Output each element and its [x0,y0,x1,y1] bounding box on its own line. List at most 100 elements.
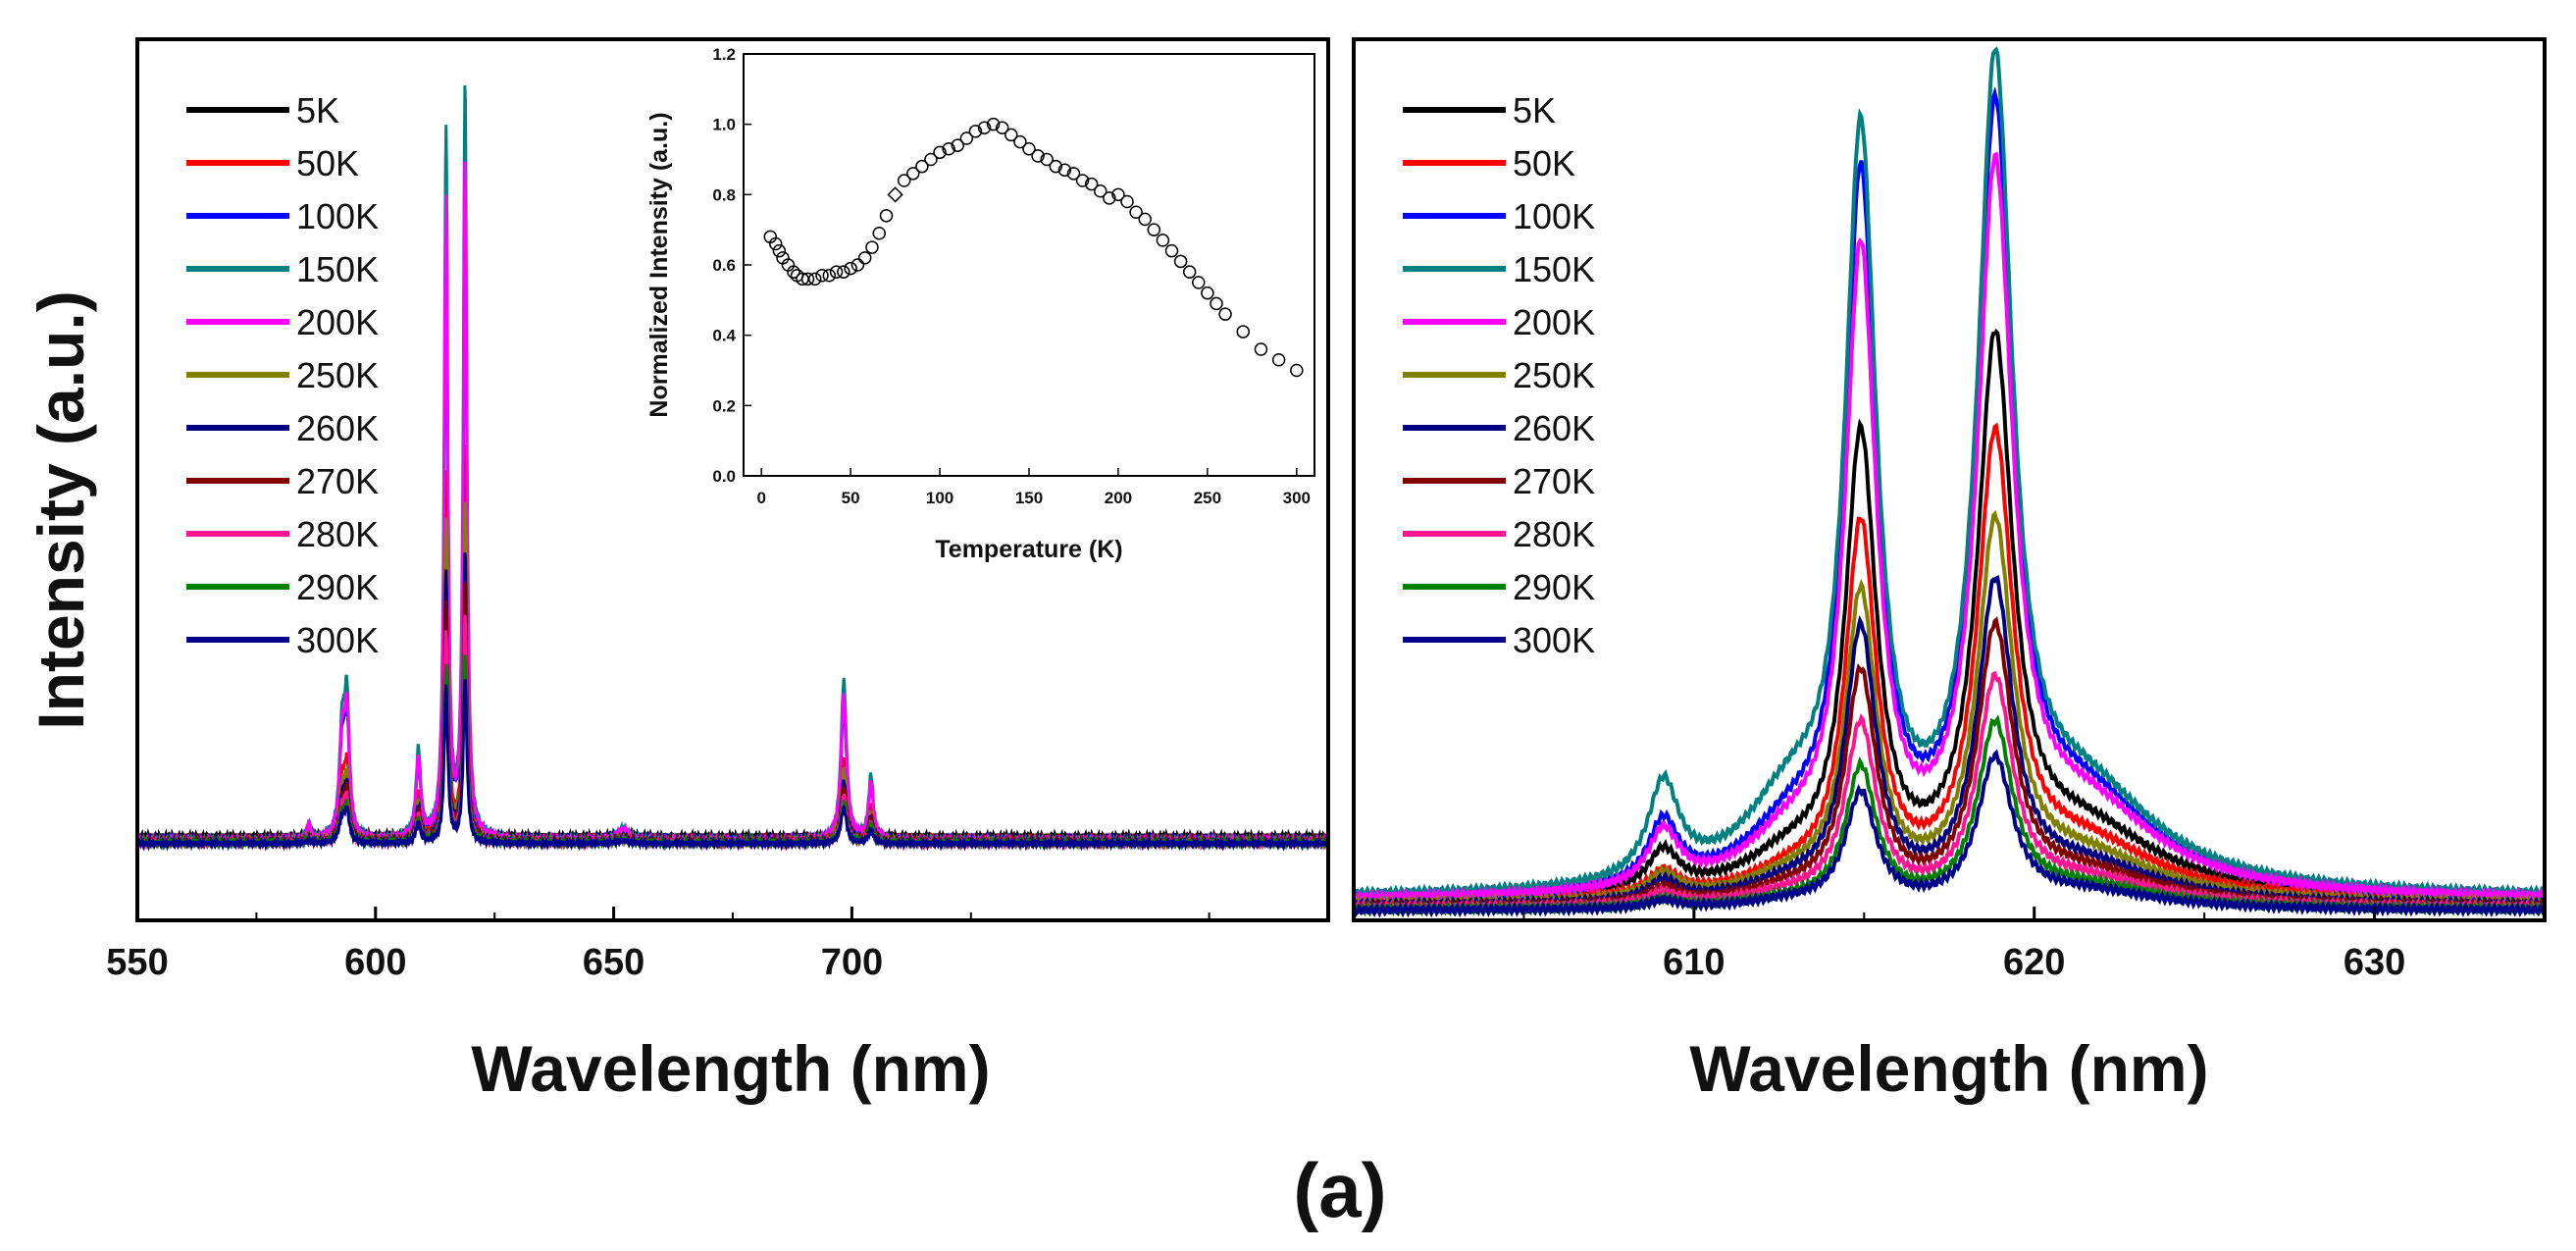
inset-data-point [1147,223,1161,236]
inset-x-tick-label: 100 [926,489,953,507]
right-x-tick-label: 610 [1663,942,1725,983]
legend-label-300K: 300K [296,620,379,660]
inset-x-tick-label: 200 [1105,489,1132,507]
legend-label-5K: 5K [1513,90,1556,130]
inset-data-point [1075,174,1090,187]
legend-label-50K: 50K [1513,143,1575,183]
inset-x-axis-label: Temperature (K) [935,536,1122,563]
y-axis-label: Intensity (a.u.) [25,290,97,729]
inset-data-point [800,272,815,287]
inset-data-point [897,174,911,187]
legend-label-280K: 280K [1513,514,1595,554]
inset-data-point [844,261,857,276]
legend-label-270K: 270K [1513,461,1595,501]
legend-label-100K: 100K [1513,196,1595,236]
left-series-line-300K [135,678,1330,852]
inset-data-point [1236,325,1250,339]
inset-x-tick-label: 250 [1194,489,1221,507]
legend-label-270K: 270K [296,461,379,501]
right-ticks: 610 620 630 [1352,907,2405,983]
right-plot-frame [1352,37,2547,922]
inset-data-point [808,272,822,287]
inset-background [744,54,1314,476]
inset-y-tick-label: 1.2 [712,45,736,64]
inset-data-point [1005,128,1018,142]
right-x-tick-label: 620 [2003,942,2065,983]
inset-data-point [822,269,837,283]
inset-data-point [1120,194,1134,209]
inset-data-point [924,152,938,167]
inset-data-point [1022,142,1036,156]
inset-data-point [1210,296,1223,311]
legend-label-150K: 150K [296,249,379,289]
inset-points [763,117,1304,378]
left-x-tick-label: 650 [583,942,644,983]
legend-label-280K: 280K [296,514,379,554]
inset-data-point [1218,307,1232,321]
inset-data-point [959,131,974,145]
left-legend: 5K 50K 100K 150K 200K 250K 260K 270K 280K 290K 300… [186,90,379,660]
inset-y-axis-label: Normalized Intensity (a.u.) [645,112,673,417]
inset-data-point [995,121,1009,134]
inset-data-point [1254,342,1268,356]
inset-data-point [815,269,829,283]
inset-y-tick-label: 0.0 [712,467,736,486]
inset-data-point [772,243,787,258]
inset-data-point [1111,187,1125,202]
inset-data-point [1013,134,1027,149]
inset-data-point [968,125,983,138]
inset-y-tick-label: 0.8 [712,185,736,204]
legend-label-150K: 150K [1513,249,1595,289]
inset-data-point [1271,353,1286,367]
inset-data-point [787,265,800,279]
inset-data-point [1290,363,1304,378]
inset-data-point [887,186,903,203]
right-x-tick-label: 630 [2344,942,2405,983]
inset-data-point [933,145,947,160]
inset-data-point [1129,205,1143,219]
inset-data-point [1057,163,1072,177]
left-ticks: 550 600 650 700 [106,907,1211,983]
inset-y-tick-label: 0.6 [712,256,736,275]
inset-data-point [1201,286,1214,300]
right-legend: 5K 50K 100K 150K 200K 250K 260K 270K 280K 290K 300… [1403,90,1595,660]
inset-y-tick-label: 1.0 [712,116,736,134]
legend-label-300K: 300K [1513,620,1595,660]
inset-y-tick-label: 0.2 [712,396,736,415]
inset-data-point [865,240,879,254]
inset-data-point [850,258,865,272]
left-x-tick-label: 550 [106,942,168,983]
inset-data-point [1138,212,1152,227]
inset-x-tick-label: 150 [1015,489,1043,507]
left-series-group [135,85,1330,852]
inset-x-tick-label: 0 [756,489,765,507]
legend-label-5K: 5K [296,90,339,130]
left-x-tick-label: 600 [344,942,406,983]
inset-data-point [1084,177,1099,191]
inset-data-point [872,227,886,240]
right-series-group [1352,46,2547,918]
inset-data-point [942,142,955,156]
inset-data-point [1040,152,1054,167]
inset-data-point [1066,167,1081,181]
right-panel: 610 620 630 5K 50K 100K 150K 200K 250K 260K 270K 2… [1352,37,2547,1105]
inset-data-point [1031,149,1045,163]
inset-x-tick-label: 50 [842,489,860,507]
left-x-tick-label: 700 [821,942,883,983]
legend-label-250K: 250K [1513,355,1595,395]
legend-label-260K: 260K [296,408,379,448]
inset-y-tick-label: 0.4 [712,327,736,345]
inset-data-point [768,236,783,251]
inset-data-point [1192,276,1206,289]
inset-data-point [915,159,929,174]
inset-panel: 0 50 100 150 200 250 3000.00.20.40.60.81.01.2 … [645,45,1315,563]
inset-data-point [906,167,920,181]
legend-label-290K: 290K [1513,567,1595,607]
inset-data-point [986,117,1001,131]
legend-label-260K: 260K [1513,408,1595,448]
inset-data-point [1094,184,1108,198]
legend-label-200K: 200K [1513,302,1595,342]
inset-data-point [1156,234,1170,247]
legend-label-100K: 100K [296,196,379,236]
